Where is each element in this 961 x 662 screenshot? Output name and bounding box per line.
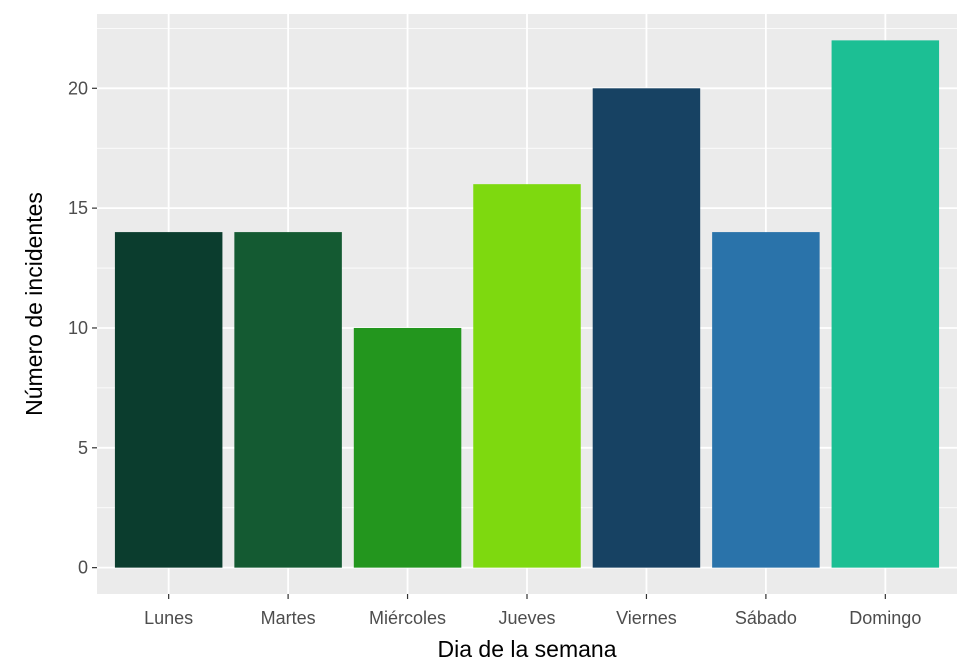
bar-jueves [473,184,581,568]
bar-sábado [712,232,820,568]
y-axis: 0 5 10 15 20 [68,78,97,578]
y-tick-label: 10 [68,318,88,338]
bar-miércoles [353,327,462,568]
x-tick-label: Lunes [144,608,193,628]
bar-martes [234,232,342,568]
x-axis-title: Dia de la semana [438,636,617,662]
x-axis: Lunes Martes Miércoles Jueves Viernes Sábado D… [144,594,921,628]
bars [114,40,940,568]
x-tick-label: Miércoles [369,608,446,628]
y-tick-label: 15 [68,198,88,218]
x-tick-label: Viernes [616,608,677,628]
y-axis-title: Número de incidentes [21,192,47,416]
y-tick-label: 5 [78,438,88,458]
bar-domingo [831,40,940,568]
x-tick-label: Domingo [849,608,921,628]
x-tick-label: Martes [261,608,316,628]
bar-lunes [114,232,223,568]
y-tick-label: 20 [68,78,88,98]
y-tick-label: 0 [78,558,88,578]
x-tick-label: Jueves [498,608,555,628]
x-tick-label: Sábado [735,608,797,628]
bar-viernes [592,88,701,568]
